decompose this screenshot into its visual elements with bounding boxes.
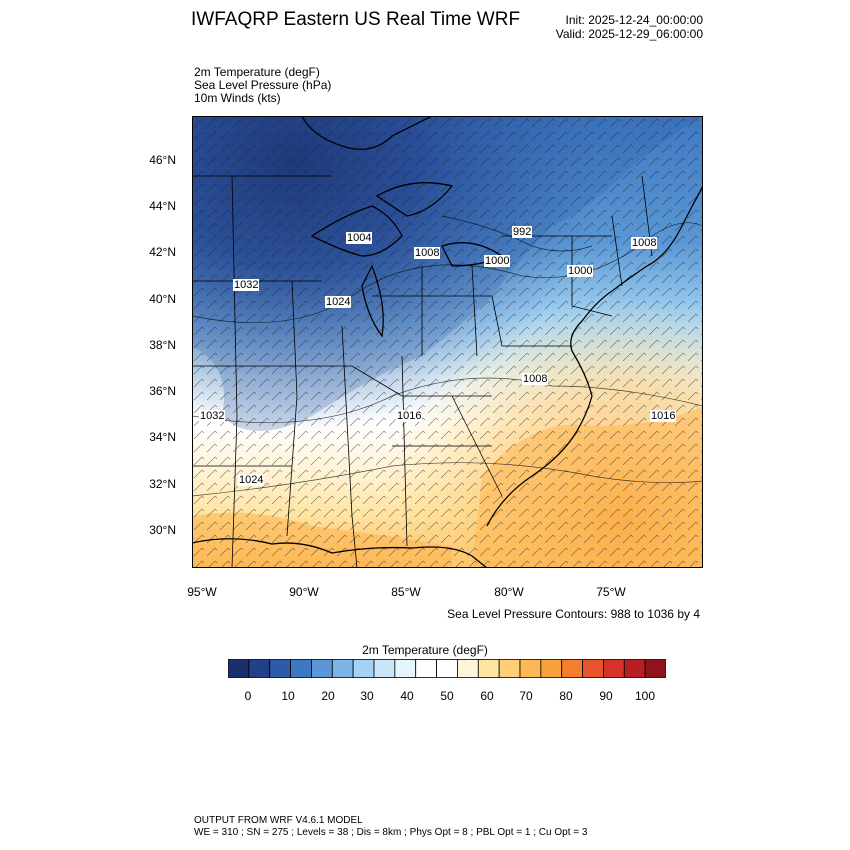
- colorbar-tick: 10: [281, 689, 295, 703]
- lat-label: 40°N: [149, 292, 176, 306]
- lon-label: 75°W: [596, 585, 626, 599]
- colorbar-swatch: [290, 659, 312, 678]
- pressure-label: 1016: [650, 410, 677, 422]
- lat-label: 44°N: [149, 199, 176, 213]
- lat-label: 30°N: [149, 523, 176, 537]
- field-label-temperature: 2m Temperature (degF): [194, 65, 320, 79]
- colorbar-swatch: [582, 659, 604, 678]
- pressure-label: 1024: [238, 474, 265, 486]
- pressure-label: 1032: [199, 410, 226, 422]
- pressure-label: 992: [512, 226, 533, 238]
- colorbar-title: 2m Temperature (degF): [362, 643, 488, 657]
- pressure-label: 1016: [396, 410, 423, 422]
- colorbar-swatch: [394, 659, 417, 678]
- model-footer-line2: WE = 310 ; SN = 275 ; Levels = 38 ; Dis …: [194, 827, 588, 838]
- model-footer-line1: OUTPUT FROM WRF V4.6.1 MODEL: [194, 815, 363, 826]
- pressure-label: 1032: [233, 279, 260, 291]
- colorbar-swatch: [352, 659, 375, 678]
- pressure-label: 1004: [346, 232, 373, 244]
- colorbar-swatch: [561, 659, 583, 678]
- colorbar-tick: 30: [360, 689, 374, 703]
- lat-label: 46°N: [149, 153, 176, 167]
- colorbar-swatch: [248, 659, 271, 678]
- pressure-label: 1024: [325, 296, 352, 308]
- slp-contour-note: Sea Level Pressure Contours: 988 to 1036…: [447, 607, 700, 621]
- valid-time: Valid: 2025-12-29_06:00:00: [555, 27, 703, 41]
- lat-label: 32°N: [149, 477, 176, 491]
- colorbar-swatch: [623, 659, 646, 678]
- colorbar-tick: 70: [519, 689, 533, 703]
- colorbar-swatch: [436, 659, 458, 678]
- colorbar-swatch: [269, 659, 291, 678]
- colorbar-swatch: [477, 659, 500, 678]
- colorbar-swatches: [227, 659, 667, 678]
- isobars: [192, 215, 703, 497]
- field-label-pressure: Sea Level Pressure (hPa): [194, 78, 332, 92]
- colorbar-swatch: [540, 659, 563, 678]
- pressure-label: 1000: [484, 255, 511, 267]
- colorbar-swatch: [311, 659, 333, 678]
- pressure-label: 1008: [522, 373, 549, 385]
- pressure-label: 1008: [414, 247, 441, 259]
- colorbar-tick: 80: [559, 689, 573, 703]
- wind-barbs: [192, 116, 703, 568]
- weather-map-canvas: [192, 116, 703, 568]
- lon-label: 80°W: [494, 585, 524, 599]
- lon-label: 85°W: [391, 585, 421, 599]
- pressure-label: 1008: [631, 237, 658, 249]
- lat-label: 36°N: [149, 384, 176, 398]
- colorbar-swatch: [227, 659, 250, 678]
- colorbar-swatch: [331, 659, 354, 678]
- colorbar-swatch: [498, 659, 521, 678]
- colorbar-swatch: [373, 659, 396, 678]
- colorbar-tick: 0: [244, 689, 252, 703]
- weather-map: [192, 116, 703, 568]
- pressure-label: 1000: [567, 265, 594, 277]
- lon-label: 95°W: [187, 585, 217, 599]
- colorbar-tick: 40: [400, 689, 414, 703]
- colorbar-tick: 20: [321, 689, 335, 703]
- lat-label: 42°N: [149, 245, 176, 259]
- colorbar-swatch: [603, 659, 625, 678]
- colorbar-tick: 50: [440, 689, 454, 703]
- colorbar: [227, 659, 667, 684]
- field-label-winds: 10m Winds (kts): [194, 91, 281, 105]
- colorbar-swatch: [644, 659, 667, 678]
- colorbar-swatch: [415, 659, 437, 678]
- map-title: IWFAQRP Eastern US Real Time WRF: [191, 9, 521, 30]
- colorbar-tick: 90: [599, 689, 613, 703]
- colorbar-tick: 100: [634, 689, 656, 703]
- lon-label: 90°W: [289, 585, 319, 599]
- colorbar-tick: 60: [480, 689, 494, 703]
- colorbar-swatch: [519, 659, 542, 678]
- lat-label: 34°N: [149, 430, 176, 444]
- init-time: Init: 2025-12-24_00:00:00: [565, 13, 703, 27]
- colorbar-swatch: [457, 659, 479, 678]
- lat-label: 38°N: [149, 338, 176, 352]
